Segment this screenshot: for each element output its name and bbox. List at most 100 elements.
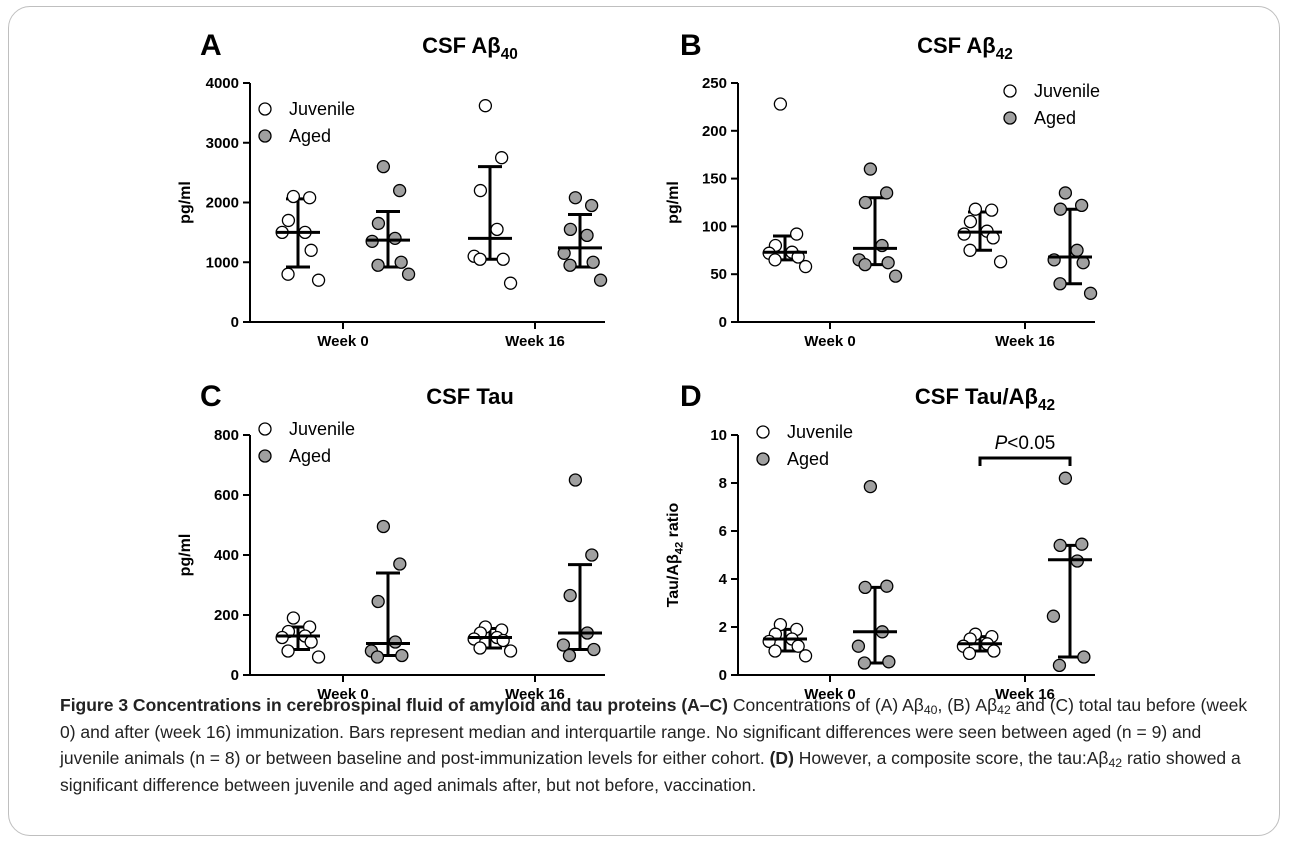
y-axis-label-b: pg/ml <box>665 181 682 224</box>
data-point-aged-b <box>1070 243 1084 257</box>
data-point-juvenile-a <box>286 189 301 204</box>
x-tick-label-b: Week 16 <box>995 333 1055 350</box>
data-point-aged-a <box>586 255 600 269</box>
y-tick-label-d: 4 <box>719 571 728 588</box>
data-point-aged-a <box>593 273 608 287</box>
data-point-aged-a <box>568 191 583 205</box>
caption-text-1: Concentrations of (A) Aβ <box>728 695 924 715</box>
data-point-aged-c <box>393 557 407 571</box>
x-tick-label-c: Week 0 <box>317 686 368 700</box>
data-point-juvenile-a <box>490 222 504 237</box>
data-point-aged-d <box>882 655 896 669</box>
data-point-juvenile-a <box>473 183 488 198</box>
caption-text-5: ratio showed a significant difference be… <box>60 748 1241 795</box>
data-point-aged-a <box>388 231 402 246</box>
panel-label-c: C <box>200 380 222 413</box>
y-tick-label-a: 2000 <box>206 195 239 212</box>
data-point-aged-c <box>587 642 601 657</box>
data-point-aged-a <box>392 183 407 198</box>
data-point-aged-c <box>585 548 599 562</box>
y-tick-label-c: 600 <box>214 487 239 504</box>
y-tick-label-b: 0 <box>719 314 727 331</box>
data-point-aged-b <box>881 256 895 270</box>
data-point-juvenile-a <box>496 252 510 266</box>
data-point-aged-d <box>880 579 894 593</box>
data-point-aged-a <box>394 255 408 269</box>
caption-text-3: and (C) total tau before (week 0) and af… <box>60 695 1248 768</box>
data-point-aged-b <box>858 257 872 272</box>
data-point-juvenile-b <box>768 253 782 267</box>
data-point-juvenile-c <box>473 641 487 655</box>
data-point-juvenile-d <box>798 649 813 663</box>
y-tick-label-b: 250 <box>702 75 727 92</box>
legend-label-aged-a: Aged <box>289 126 331 146</box>
caption-sub-42: 42 <box>997 703 1011 718</box>
data-point-juvenile-c <box>281 644 295 658</box>
data-point-aged-c <box>395 648 409 663</box>
significance-label-d: P<0.05 <box>995 433 1056 454</box>
caption-sub-40: 40 <box>923 703 938 718</box>
caption-text-2: , (B) Aβ <box>937 695 998 715</box>
data-point-aged-b <box>1058 186 1073 200</box>
y-tick-label-a: 0 <box>231 314 239 331</box>
caption-text-4: However, a composite score, the tau:Aβ <box>793 748 1109 768</box>
data-point-juvenile-b <box>968 202 983 216</box>
legend-label-juvenile-b: Juvenile <box>1034 81 1100 101</box>
caption-d-label: (D) <box>769 748 794 768</box>
data-point-juvenile-b <box>986 231 1000 245</box>
y-axis-label-c: pg/ml <box>177 534 194 577</box>
data-point-aged-c <box>556 638 571 652</box>
panel-label-a: A <box>200 29 222 62</box>
y-tick-label-c: 200 <box>214 607 239 624</box>
data-point-juvenile-c <box>304 635 318 649</box>
legend-marker-juvenile-b <box>1003 84 1017 98</box>
data-point-juvenile-a <box>304 243 318 257</box>
data-point-aged-c <box>370 650 385 664</box>
data-point-aged-c <box>376 519 391 534</box>
y-tick-label-c: 800 <box>214 427 239 444</box>
chart-title-b: CSF Aβ42 <box>917 33 1013 63</box>
legend-marker-aged-d <box>756 452 770 466</box>
data-point-aged-b <box>1053 277 1067 291</box>
y-tick-label-b: 150 <box>702 171 727 188</box>
data-point-aged-d <box>1077 650 1091 664</box>
data-point-juvenile-a <box>478 99 493 113</box>
data-point-juvenile-a <box>281 267 295 281</box>
data-point-aged-d <box>858 580 872 595</box>
data-point-juvenile-b <box>963 214 978 229</box>
data-point-juvenile-a <box>473 252 487 266</box>
y-tick-label-b: 100 <box>702 218 727 235</box>
x-tick-label-a: Week 0 <box>317 333 368 350</box>
y-tick-label-a: 4000 <box>206 75 239 92</box>
data-point-aged-a <box>401 267 416 281</box>
legend-label-juvenile-c: Juvenile <box>289 419 355 439</box>
data-point-juvenile-c <box>311 650 326 664</box>
data-point-aged-b <box>1083 286 1098 300</box>
x-tick-label-b: Week 0 <box>804 333 855 350</box>
data-point-juvenile-b <box>789 227 804 241</box>
data-point-aged-b <box>879 186 894 200</box>
y-tick-label-b: 200 <box>702 123 727 140</box>
y-tick-label-d: 2 <box>719 619 727 636</box>
data-point-aged-a <box>580 228 594 243</box>
data-point-aged-d <box>1075 537 1089 551</box>
data-point-juvenile-d <box>987 644 1001 658</box>
y-tick-label-c: 400 <box>214 547 239 564</box>
legend-label-juvenile-d: Juvenile <box>787 422 853 442</box>
chart-title-a: CSF Aβ40 <box>422 33 518 63</box>
data-point-aged-c <box>371 594 385 609</box>
data-point-aged-d <box>1058 471 1073 485</box>
y-tick-label-a: 3000 <box>206 135 239 152</box>
data-point-aged-b <box>858 195 873 210</box>
data-point-aged-b <box>863 162 878 176</box>
chart-title-c: CSF Tau <box>426 384 514 409</box>
y-tick-label-d: 6 <box>719 523 727 540</box>
significance-bracket-d <box>978 456 1072 466</box>
data-point-juvenile-b <box>963 243 977 257</box>
data-point-aged-a <box>563 258 577 272</box>
data-point-aged-a <box>563 222 578 237</box>
x-tick-label-c: Week 16 <box>505 686 565 700</box>
data-point-aged-d <box>1052 658 1067 673</box>
legend-label-juvenile-a: Juvenile <box>289 99 355 119</box>
